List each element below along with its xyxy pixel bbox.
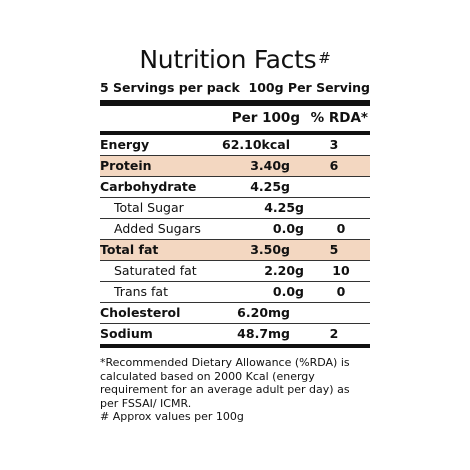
nutrient-value: 0.0g [272,221,304,236]
nutrient-value: 62.10kcal [222,137,290,152]
nutrient-name: Total Sugar [114,200,184,215]
nutrient-name: Sodium [100,326,153,341]
nutrient-value: 6.20mg [237,305,290,320]
nutrient-value: 3.50g [250,242,290,257]
row-trans-fat: Trans fat 0.0g 0 [100,282,370,303]
row-sodium: Sodium 48.7mg 2 [100,324,370,348]
nutrition-facts-title: Nutrition Facts # [100,44,370,78]
nutrient-value: 4.25g [264,200,304,215]
row-saturated-fat: Saturated fat 2.20g 10 [100,261,370,282]
footnotes: *Recommended Dietary Allowance (%RDA) is… [100,356,370,424]
nutrient-rda [290,303,370,323]
nutrient-name: Protein [100,158,152,173]
table-header: Per 100g % RDA* [100,106,370,135]
row-protein: Protein 3.40g 6 [100,156,370,177]
nutrient-name: Added Sugars [114,221,201,236]
nutrient-name: Total fat [100,242,159,257]
nutrient-name: Carbohydrate [100,179,197,194]
footnote-approx: # Approx values per 100g [100,410,244,423]
servings-line: 5 Servings per pack 100g Per Serving [100,78,370,106]
nutrient-name: Energy [100,137,150,152]
nutrient-rda: 0 [336,284,346,299]
serving-size: 100g Per Serving [248,80,370,95]
row-total-sugar: Total Sugar 4.25g [100,198,370,219]
nutrient-name: Cholesterol [100,305,181,320]
header-per-100g: Per 100g [231,110,300,126]
nutrient-name: Trans fat [114,284,168,299]
nutrient-name: Saturated fat [114,263,197,278]
nutrient-value: 48.7mg [237,326,290,341]
row-carbohydrate: Carbohydrate 4.25g [100,177,370,198]
nutrient-rda [304,198,370,218]
servings-per-pack: 5 Servings per pack [100,80,240,95]
nutrient-rda: 2 [329,326,339,341]
header-nutrient [100,106,210,131]
row-total-fat: Total fat 3.50g 5 [100,240,370,261]
nutrient-value: 4.25g [250,179,290,194]
header-rda: % RDA* [310,110,368,126]
nutrient-rda: 6 [329,158,339,173]
footnote-rda: *Recommended Dietary Allowance (%RDA) is… [100,356,350,410]
nutrient-value: 3.40g [250,158,290,173]
nutrient-rda: 0 [336,221,346,236]
row-added-sugars: Added Sugars 0.0g 0 [100,219,370,240]
row-cholesterol: Cholesterol 6.20mg [100,303,370,324]
title-approx-mark: # [318,49,331,67]
nutrient-value: 2.20g [264,263,304,278]
nutrition-facts-panel: Nutrition Facts # 5 Servings per pack 100… [100,44,370,424]
row-energy: Energy 62.10kcal 3 [100,135,370,156]
title-text: Nutrition Facts [139,45,317,74]
nutrient-rda: 10 [332,263,350,278]
nutrient-value: 0.0g [272,284,304,299]
nutrient-rda: 5 [329,242,339,257]
nutrient-rda: 3 [329,137,339,152]
nutrient-rda [290,177,370,197]
